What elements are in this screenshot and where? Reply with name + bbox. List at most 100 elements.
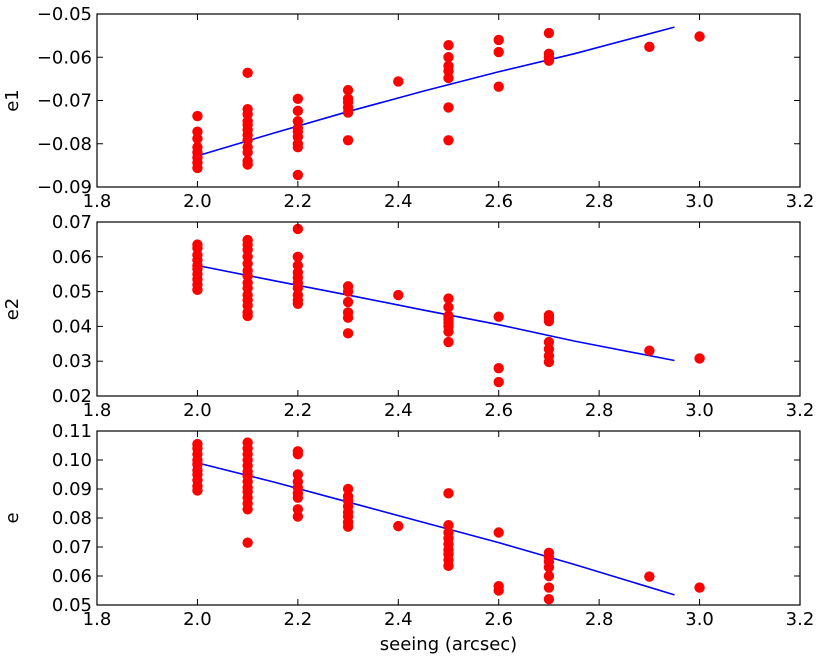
data-point (292, 169, 304, 181)
data-point (292, 223, 304, 235)
data-point (342, 328, 354, 339)
fit-line (197, 26, 675, 157)
data-point (443, 72, 454, 84)
data-point (292, 511, 304, 522)
y-tick-label: 0.05 (52, 282, 92, 303)
data-point (192, 438, 203, 450)
data-point (342, 296, 354, 308)
data-point (342, 491, 354, 502)
data-point (443, 135, 454, 146)
data-point (694, 31, 705, 42)
data-point (443, 302, 454, 313)
data-point (192, 110, 203, 122)
data-point (493, 376, 504, 388)
data-point (543, 336, 555, 348)
y-tick-label: −0.07 (37, 91, 92, 112)
data-point (543, 310, 555, 321)
x-tick-label: 1.8 (83, 400, 112, 421)
y-axis-label: e (2, 512, 23, 523)
data-point (192, 133, 203, 144)
y-tick-label: 0.09 (52, 479, 92, 500)
plot-area (97, 431, 800, 605)
data-point (443, 102, 454, 113)
y-tick-label: −0.09 (37, 177, 92, 198)
data-point (242, 67, 253, 79)
x-tick-label: 2.4 (384, 400, 413, 421)
data-point (292, 93, 304, 104)
data-point (493, 46, 504, 58)
x-tick-label: 2.2 (284, 191, 313, 212)
x-tick-label: 2.6 (484, 400, 513, 421)
x-tick-label: 2.6 (484, 609, 513, 630)
y-tick-label: −0.08 (37, 134, 92, 155)
data-point (242, 537, 253, 548)
y-axis-label: e2 (2, 298, 23, 321)
data-point (493, 362, 504, 374)
x-tick-label: 3.0 (685, 400, 714, 421)
x-tick-label: 2.8 (585, 400, 614, 421)
data-point (443, 39, 454, 51)
data-point (342, 281, 354, 292)
data-point (443, 310, 454, 322)
data-point (242, 147, 253, 158)
y-tick-label: −0.05 (37, 4, 92, 25)
data-point (342, 135, 354, 146)
data-point (644, 41, 655, 53)
data-point (443, 488, 454, 499)
data-point (443, 527, 454, 538)
subplot-2: 1.8 2.0 2.2 2.4 2.6 2.8 3.0 3.2 0.02 0.03 0.04 0.05… (2, 212, 814, 421)
x-tick-label: 3.2 (786, 191, 815, 212)
x-tick-label: 3.0 (685, 191, 714, 212)
data-point (393, 289, 404, 301)
x-tick-label: 3.2 (786, 609, 815, 630)
x-tick-label: 2.4 (384, 191, 413, 212)
data-point (342, 107, 354, 118)
y-tick-label: 0.03 (52, 351, 92, 372)
y-axis-label: e1 (2, 89, 23, 112)
x-tick-label: 2.0 (183, 400, 212, 421)
data-point (493, 311, 504, 322)
data-point (393, 76, 404, 87)
plot-frame (96, 221, 801, 397)
x-tick-label: 2.2 (284, 400, 313, 421)
data-point (694, 353, 705, 364)
data-point (493, 527, 504, 538)
x-tick-label: 2.8 (585, 609, 614, 630)
data-point (292, 142, 304, 153)
data-point (292, 476, 304, 487)
data-point (242, 234, 253, 246)
data-point (292, 251, 304, 262)
x-tick-label: 2.0 (183, 609, 212, 630)
data-point (342, 307, 354, 318)
data-point (342, 84, 354, 96)
x-axis-label: seeing (arcsec) (380, 634, 517, 655)
x-tick-label: 3.0 (685, 609, 714, 630)
data-point (543, 570, 555, 582)
data-point (543, 582, 555, 593)
data-point (443, 293, 454, 304)
y-tick-label: 0.04 (52, 316, 92, 337)
x-tick-label: 2.6 (484, 191, 513, 212)
fit-line (197, 264, 675, 362)
data-point (192, 239, 203, 250)
x-tick-label: 2.0 (183, 191, 212, 212)
y-tick-label: 0.02 (52, 386, 92, 407)
data-point (242, 159, 253, 170)
x-tick-label: 1.8 (83, 191, 112, 212)
y-tick-label: 0.06 (52, 247, 92, 268)
data-point (292, 504, 304, 515)
y-tick-label: 0.11 (52, 421, 92, 442)
data-point (443, 52, 454, 63)
x-tick-label: 2.2 (284, 609, 313, 630)
data-point (292, 105, 304, 117)
subplot-1: 1.8 2.0 2.2 2.4 2.6 2.8 3.0 3.2 −0.09 −0.08 −0.07 −… (2, 4, 814, 212)
data-point (443, 520, 454, 531)
data-point (644, 571, 655, 582)
x-tick-label: 2.4 (384, 609, 413, 630)
data-point (342, 483, 354, 495)
data-point (543, 55, 555, 66)
y-tick-label: 0.07 (52, 212, 92, 233)
y-tick-label: 0.06 (52, 566, 92, 587)
y-tick-label: 0.08 (52, 508, 92, 529)
